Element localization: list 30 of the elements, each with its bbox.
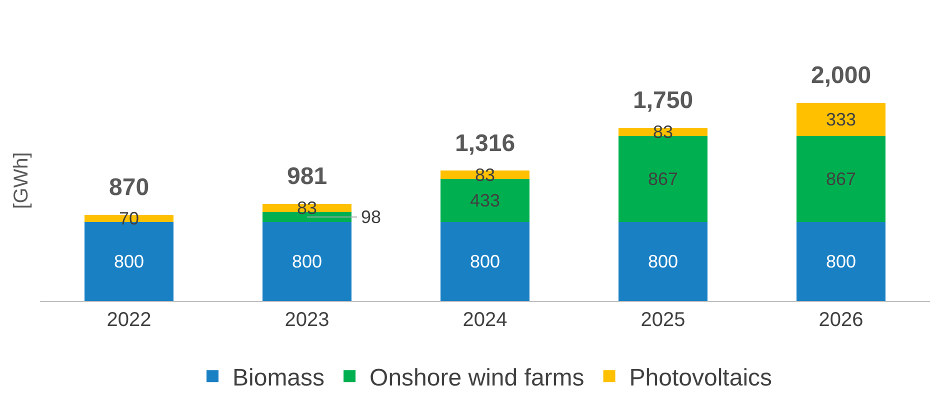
bar: [618, 222, 708, 301]
y-axis-title: [GWh]: [10, 152, 32, 209]
bar: [262, 222, 352, 301]
total-label: 1,750: [633, 87, 694, 114]
data-label: 800: [292, 251, 322, 272]
bar: [796, 222, 886, 301]
data-label: 433: [470, 190, 500, 210]
x-tick-label: 2022: [106, 309, 152, 331]
legend-label: Onshore wind farms: [370, 364, 584, 392]
data-label: 867: [648, 168, 678, 189]
data-label: 800: [826, 251, 856, 272]
legend-label: Photovoltaics: [629, 364, 772, 392]
total-label: 1,316: [455, 130, 516, 157]
data-label: 333: [826, 109, 856, 130]
x-tick-label: 2025: [640, 309, 686, 331]
bar: [796, 103, 886, 136]
bar: [440, 222, 530, 301]
legend-label: Biomass: [232, 364, 325, 392]
data-label: 867: [826, 168, 856, 189]
data-label: 800: [114, 251, 144, 272]
x-tick-label: 2024: [462, 309, 508, 331]
total-label: 870: [109, 174, 150, 201]
data-label: 800: [470, 251, 500, 272]
data-label: 800: [648, 251, 678, 272]
data-label: 98: [361, 207, 382, 227]
x-tick-label: 2026: [818, 309, 864, 331]
x-tick-label: 2023: [284, 309, 330, 331]
bar: [796, 136, 886, 222]
total-label: 981: [287, 163, 328, 190]
total-label: 2,000: [811, 62, 872, 89]
